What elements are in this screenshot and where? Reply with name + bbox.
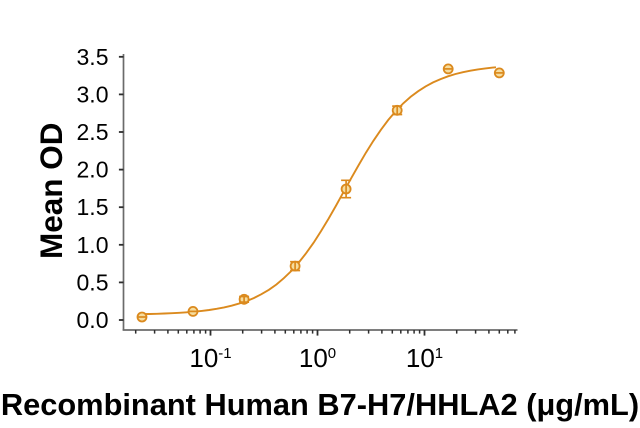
svg-text:Recombinant Human B7-H7/HHLA2: Recombinant Human B7-H7/HHLA2 (μg/mL) (1, 387, 639, 422)
svg-text:1.0: 1.0 (77, 232, 109, 258)
svg-text:2.5: 2.5 (77, 119, 109, 145)
svg-text:0.0: 0.0 (77, 307, 109, 333)
svg-text:3.0: 3.0 (77, 81, 109, 107)
svg-text:1.5: 1.5 (77, 194, 109, 220)
svg-text:Mean OD: Mean OD (33, 122, 69, 259)
svg-text:0.5: 0.5 (77, 269, 109, 295)
svg-text:3.5: 3.5 (77, 44, 109, 70)
svg-text:2.0: 2.0 (77, 157, 109, 183)
